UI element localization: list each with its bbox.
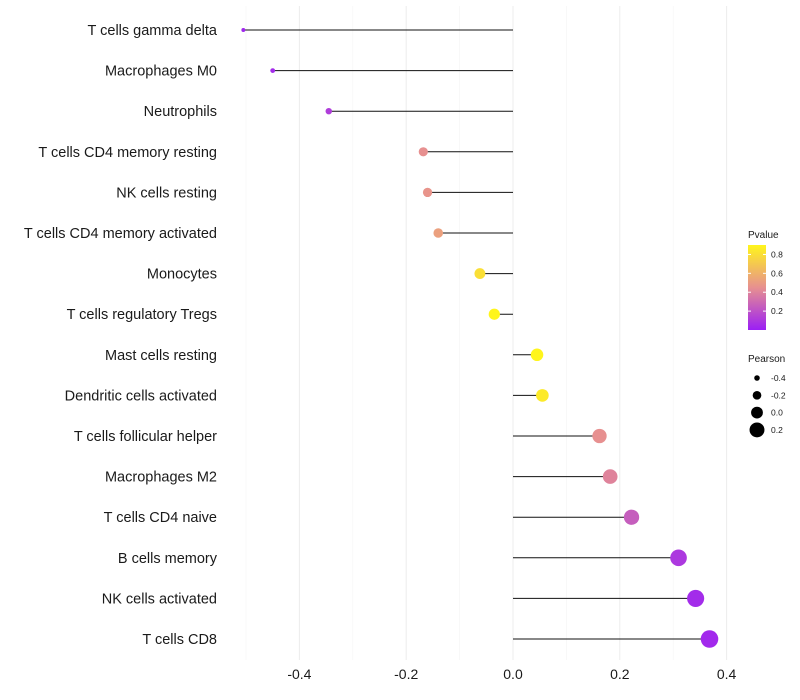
colorbar-tick-label: 0.6 <box>771 268 783 278</box>
y-category-label: T cells CD8 <box>142 632 217 648</box>
pearson-legend-title: Pearson <box>748 354 785 365</box>
y-category-label: NK cells activated <box>102 591 217 607</box>
data-point <box>623 509 640 525</box>
colorbar-tick-label: 0.2 <box>771 306 783 316</box>
pvalue-legend-title: Pvalue <box>748 230 779 241</box>
y-category-label: Neutrophils <box>144 104 217 120</box>
size-legend-label: -0.4 <box>771 373 786 383</box>
pvalue-colorbar <box>748 245 766 330</box>
y-category-label: Dendritic cells activated <box>65 388 217 404</box>
data-point <box>488 308 500 320</box>
data-point <box>433 228 444 238</box>
gridlines <box>245 6 728 660</box>
x-tick-label: -0.2 <box>394 666 418 682</box>
y-category-label: NK cells resting <box>116 185 217 201</box>
y-category-label: T cells CD4 memory activated <box>24 226 217 242</box>
x-tick-label: -0.4 <box>287 666 311 682</box>
y-category-label: T cells follicular helper <box>74 429 217 445</box>
size-legend-dot <box>749 422 765 438</box>
y-category-label: Macrophages M2 <box>105 470 217 486</box>
x-axis-labels: -0.4 -0.2 0.0 0.2 0.4 <box>287 666 736 682</box>
data-point <box>530 348 544 362</box>
y-category-label: Mast cells resting <box>105 348 217 364</box>
data-point <box>602 469 618 484</box>
y-category-label: T cells CD4 memory resting <box>38 145 217 161</box>
x-tick-label: 0.4 <box>717 666 737 682</box>
y-category-label: T cells regulatory Tregs <box>67 307 217 323</box>
data-point <box>670 549 687 567</box>
data-point <box>474 268 486 280</box>
size-legend-dot <box>752 390 762 400</box>
y-category-label: T cells gamma delta <box>88 23 218 39</box>
x-tick-label: 0.2 <box>610 666 630 682</box>
colorbar-tick-label: 0.4 <box>771 287 783 297</box>
data-point <box>325 107 332 115</box>
size-legend-dot <box>754 375 760 381</box>
lollipop-dots <box>241 28 719 648</box>
x-tick-label: 0.0 <box>503 666 523 682</box>
colorbar-tick-label: 0.8 <box>771 249 783 259</box>
size-legend-dot <box>751 406 763 419</box>
size-legend-label: -0.2 <box>771 390 786 400</box>
y-category-label: B cells memory <box>118 551 218 567</box>
size-legend-label: 0.2 <box>771 425 783 435</box>
data-point <box>592 428 607 444</box>
pearson-legend-items: -0.4 -0.2 0.0 0.2 <box>749 373 786 438</box>
data-point <box>241 28 246 32</box>
y-axis-labels: T cells gamma delta Macrophages M0 Neutrop… <box>24 23 218 648</box>
y-category-label: Monocytes <box>147 267 217 283</box>
y-category-label: T cells CD4 naive <box>104 510 217 526</box>
y-category-label: Macrophages M0 <box>105 64 217 80</box>
data-point <box>700 630 719 648</box>
pvalue-legend-ticks: 0.8 0.6 0.4 0.2 <box>748 249 783 316</box>
data-point <box>536 389 549 402</box>
pvalue-legend: Pvalue 0.8 0.6 0.4 0.2 <box>748 230 783 330</box>
data-point <box>422 187 433 198</box>
data-point <box>687 589 705 607</box>
lollipop-stems <box>243 29 710 640</box>
data-point <box>270 68 276 73</box>
pearson-legend: Pearson -0.4 -0.2 0.0 0.2 <box>748 354 786 438</box>
size-legend-label: 0.0 <box>771 408 783 418</box>
data-point <box>418 147 428 157</box>
